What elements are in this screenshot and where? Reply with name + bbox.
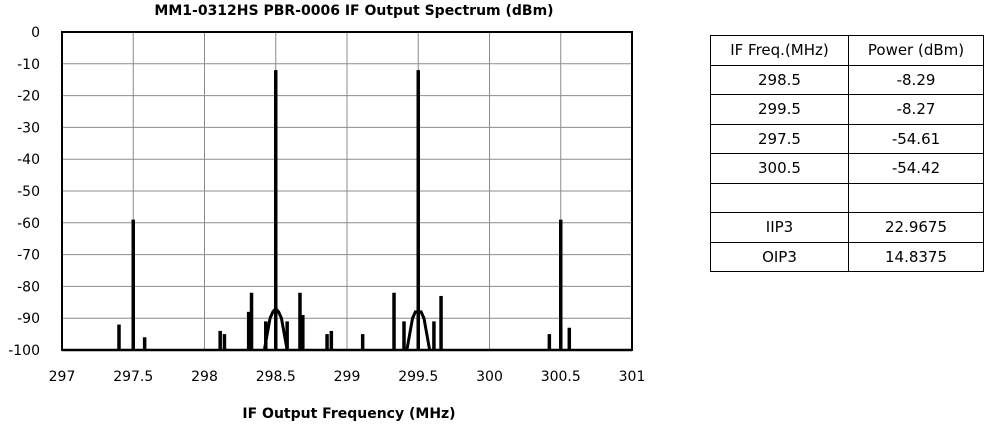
x-tick-label: 299	[334, 369, 361, 385]
spectrum-chart: 297 297.5 298 298.5 299 299.5 300 300.5 301 0 -10 -…	[8, 3, 645, 422]
table-row	[710, 182, 984, 213]
table-cell: -8.29	[848, 64, 984, 95]
x-tick-label: 297	[49, 369, 76, 385]
column-header-power: Power (dBm)	[848, 35, 984, 66]
spectrum-chart-svg: 297 297.5 298 298.5 299 299.5 300 300.5 301 0 -10 -…	[8, 3, 645, 422]
table-cell: 298.5	[710, 64, 849, 95]
table-cell: -8.27	[848, 94, 984, 125]
if-power-table: IF Freq.(MHz) Power (dBm) 298.5 -8.29 29…	[710, 35, 984, 272]
table-row: 298.5 -8.29	[710, 64, 984, 95]
table-cell: 299.5	[710, 94, 849, 125]
x-tick-label: 299.5	[398, 369, 438, 385]
column-header-if-freq: IF Freq.(MHz)	[710, 35, 849, 66]
table-header-row: IF Freq.(MHz) Power (dBm)	[710, 35, 984, 66]
table-cell: -54.42	[848, 153, 984, 184]
x-tick-label: 297.5	[113, 369, 153, 385]
x-tick-label: 300	[476, 369, 503, 385]
spectrum-skirt	[405, 310, 432, 351]
table-row: 299.5 -8.27	[710, 94, 984, 125]
plot-area-frame	[61, 31, 633, 351]
table-cell	[710, 182, 849, 213]
table-row: 300.5 -54.42	[710, 153, 984, 184]
table-cell: 14.8375	[848, 241, 984, 272]
table-row: 297.5 -54.61	[710, 123, 984, 154]
grid-lines	[61, 31, 633, 351]
x-tick-label: 298.5	[256, 369, 296, 385]
table-row: IIP3 22.9675	[710, 212, 984, 243]
tick-labels: 297 297.5 298 298.5 299 299.5 300 300.5 301 0 -10 -…	[8, 25, 645, 385]
x-tick-label: 301	[619, 369, 646, 385]
table-cell: 297.5	[710, 123, 849, 154]
y-tick-label: -40	[17, 152, 40, 168]
chart-title: MM1-0312HS PBR-0006 IF Output Spectrum (…	[154, 3, 553, 19]
y-tick-label: -60	[17, 216, 40, 232]
y-tick-label: -90	[17, 311, 40, 327]
y-tick-label: -100	[8, 343, 40, 359]
table-cell: OIP3	[710, 241, 849, 272]
table-row: OIP3 14.8375	[710, 241, 984, 272]
y-tick-label: -70	[17, 248, 40, 264]
x-tick-label: 300.5	[541, 369, 581, 385]
y-tick-label: -30	[17, 120, 40, 136]
y-tick-label: -50	[17, 184, 40, 200]
x-axis-title: IF Output Frequency (MHz)	[242, 406, 455, 422]
y-tick-label: 0	[31, 25, 40, 41]
table-cell	[848, 182, 984, 213]
y-tick-label: -10	[17, 57, 40, 73]
table-cell: -54.61	[848, 123, 984, 154]
x-tick-label: 298	[191, 369, 218, 385]
y-tick-label: -20	[17, 89, 40, 105]
y-tick-label: -80	[17, 279, 40, 295]
table-cell: 22.9675	[848, 212, 984, 243]
table-cell: 300.5	[710, 153, 849, 184]
table-cell: IIP3	[710, 212, 849, 243]
spectrum-skirt	[262, 306, 289, 351]
